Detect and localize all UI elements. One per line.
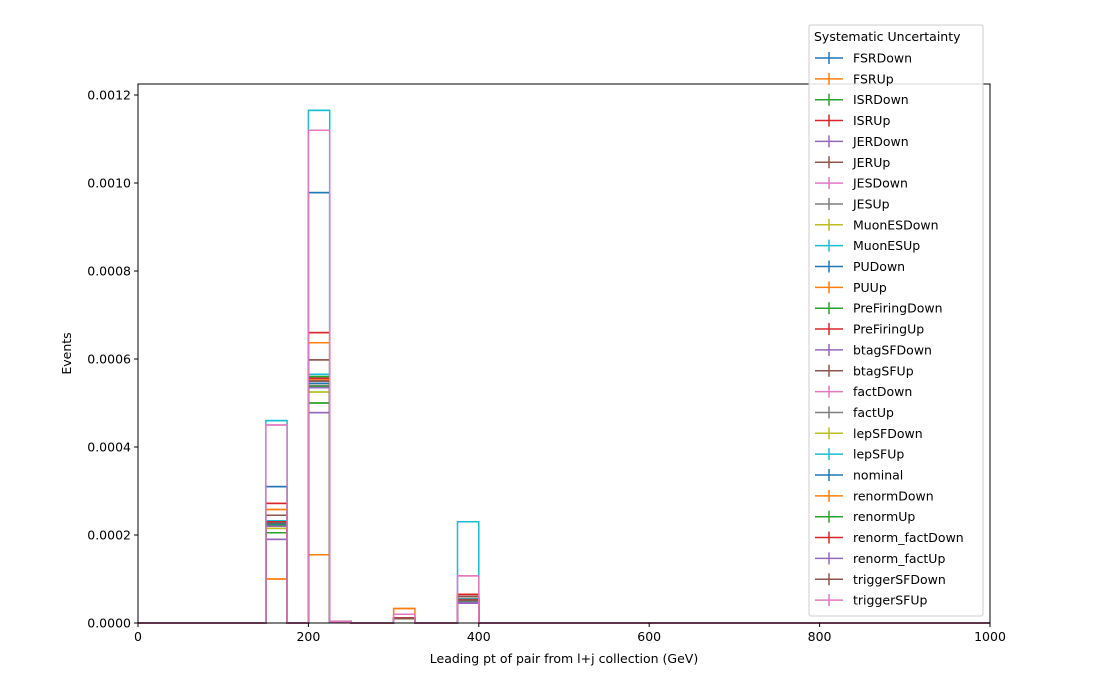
legend-label: ISRUp <box>853 113 890 128</box>
legend-label: FSRDown <box>853 51 912 66</box>
legend-entry-renorm-factup: renorm_factUp <box>815 551 945 566</box>
legend-label: JERDown <box>852 134 909 149</box>
legend-label: JESDown <box>852 176 908 191</box>
y-tick-label: 0.0010 <box>87 176 131 191</box>
x-tick-label: 800 <box>808 629 832 644</box>
legend-entry-btagsfdown: btagSFDown <box>815 342 932 357</box>
x-tick-label: 200 <box>296 629 320 644</box>
y-tick-label: 0.0012 <box>87 88 131 103</box>
legend-label: renormDown <box>853 488 934 503</box>
legend-label: factUp <box>853 405 894 420</box>
legend-entry-lepsfup: lepSFUp <box>815 447 904 462</box>
y-axis-label: Events <box>59 332 74 374</box>
legend-items: FSRDown FSRUp ISRDown ISRUp JERDown JERUp JESD… <box>815 51 964 608</box>
legend-entry-factup: factUp <box>815 405 894 420</box>
y-tick-label: 0.0000 <box>87 616 131 631</box>
legend-label: btagSFDown <box>853 342 932 357</box>
x-tick-label: 400 <box>467 629 491 644</box>
legend-entry-btagsfup: btagSFUp <box>815 363 914 378</box>
legend-label: lepSFUp <box>853 447 904 462</box>
legend-label: renorm_factUp <box>853 551 945 566</box>
legend-label: renormUp <box>853 509 915 524</box>
legend-entry-muonesdown: MuonESDown <box>815 217 939 232</box>
legend-entry-muonesup: MuonESUp <box>815 238 920 253</box>
legend-label: JESUp <box>852 196 890 211</box>
legend-label: lepSFDown <box>853 426 923 441</box>
legend-label: triggerSFDown <box>853 572 946 587</box>
legend-label: MuonESDown <box>853 217 939 232</box>
legend-label: JERUp <box>852 155 890 170</box>
legend-entry-nominal: nominal <box>815 468 903 483</box>
legend-entry-renorm-factdown: renorm_factDown <box>815 530 964 545</box>
legend-entry-factdown: factDown <box>815 384 912 399</box>
legend-entry-jerup: JERUp <box>815 155 890 170</box>
legend-entry-fsrdown: FSRDown <box>815 51 912 66</box>
y-axis: 0.0000 0.0002 0.0004 0.0006 0.0008 0.0010 0.00… <box>87 88 138 631</box>
legend-entry-fsrup: FSRUp <box>815 71 894 86</box>
plot-series-group <box>138 109 990 624</box>
legend-label: btagSFUp <box>853 363 914 378</box>
y-tick-label: 0.0008 <box>87 264 131 279</box>
legend-entry-triggersfdown: triggerSFDown <box>815 572 946 587</box>
legend-box <box>808 24 984 617</box>
legend-entry-triggersfup: triggerSFUp <box>815 593 927 608</box>
legend: Systematic Uncertainty FSRDown FSRUp ISRDo… <box>808 24 984 617</box>
legend-title: Systematic Uncertainty <box>814 29 961 44</box>
legend-entry-jesup: JESUp <box>815 196 890 211</box>
legend-entry-prefiringup: PreFiringUp <box>815 322 924 337</box>
legend-entry-lepsfdown: lepSFDown <box>815 426 923 441</box>
legend-entry-renormdown: renormDown <box>815 488 934 503</box>
plot-frame <box>137 83 991 624</box>
x-tick-label: 1000 <box>974 629 1006 644</box>
legend-label: factDown <box>853 384 912 399</box>
legend-label: MuonESUp <box>853 238 920 253</box>
legend-label: nominal <box>853 468 903 483</box>
legend-entry-jerdown: JERDown <box>815 134 909 149</box>
legend-label: PUUp <box>853 280 887 295</box>
legend-entry-jesdown: JESDown <box>815 176 908 191</box>
x-axis: 0 200 400 600 800 1000 <box>134 623 1006 644</box>
legend-label: triggerSFUp <box>853 593 927 608</box>
x-tick-label: 600 <box>637 629 661 644</box>
legend-label: renorm_factDown <box>853 530 964 545</box>
legend-entry-isrup: ISRUp <box>815 113 890 128</box>
legend-entry-prefiringdown: PreFiringDown <box>815 301 943 316</box>
legend-label: PreFiringDown <box>853 301 943 316</box>
legend-entry-pudown: PUDown <box>815 259 905 274</box>
legend-entry-isrdown: ISRDown <box>815 92 909 107</box>
x-axis-label: Leading pt of pair from l+j collection (… <box>430 651 698 666</box>
legend-label: FSRUp <box>853 71 894 86</box>
legend-entry-renormup: renormUp <box>815 509 915 524</box>
legend-label: PreFiringUp <box>853 322 924 337</box>
y-tick-label: 0.0002 <box>87 528 131 543</box>
legend-label: PUDown <box>853 259 905 274</box>
series-triggersfup <box>138 129 990 624</box>
y-tick-label: 0.0006 <box>87 352 131 367</box>
legend-entry-puup: PUUp <box>815 280 887 295</box>
x-tick-label: 0 <box>134 629 142 644</box>
y-tick-label: 0.0004 <box>87 440 131 455</box>
legend-label: ISRDown <box>853 92 909 107</box>
